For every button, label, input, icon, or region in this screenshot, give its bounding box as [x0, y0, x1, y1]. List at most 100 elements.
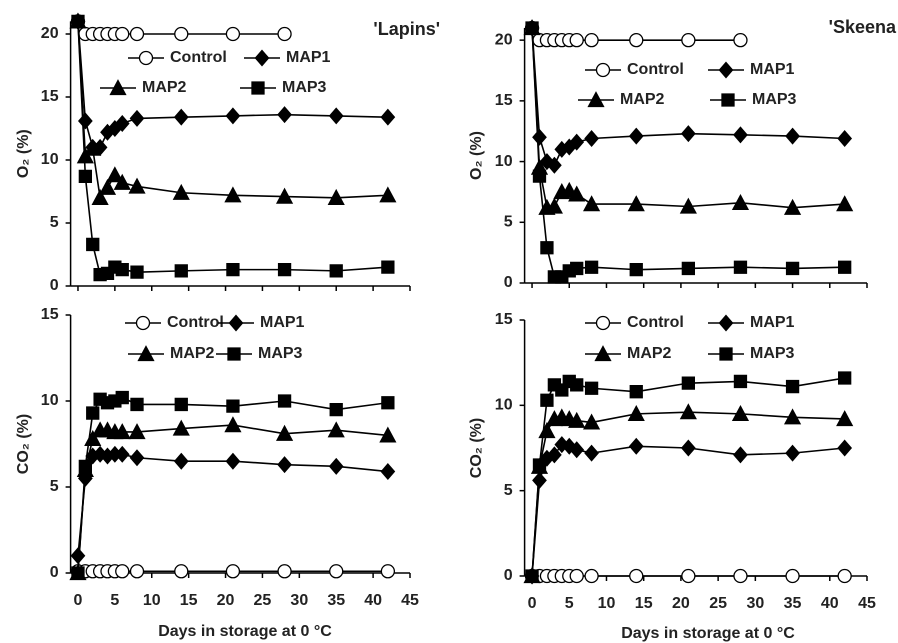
data-point [114, 114, 130, 132]
data-point [70, 547, 86, 565]
data-point [733, 260, 748, 274]
x-tick-label: 10 [143, 592, 161, 609]
legend-label: MAP3 [258, 345, 303, 362]
data-point [629, 568, 644, 584]
data-point [381, 396, 395, 410]
legend-label: Control [167, 314, 224, 331]
data-point [532, 169, 547, 183]
x-axis-label: Days in storage at 0 °C [158, 623, 332, 640]
legend-marker [109, 79, 127, 96]
data-point [783, 408, 802, 425]
data-point [224, 416, 242, 433]
legend-marker [137, 345, 155, 362]
data-point [681, 568, 696, 584]
data-point [837, 439, 853, 457]
data-point [628, 127, 644, 145]
data-point [584, 130, 599, 147]
data-point [275, 187, 294, 204]
data-point [569, 441, 585, 459]
y-tick-label: 15 [41, 88, 59, 105]
data-point [731, 193, 750, 211]
data-point [379, 426, 397, 443]
data-point [77, 112, 93, 130]
data-point [547, 156, 562, 174]
data-point [679, 403, 697, 420]
data-point [629, 385, 643, 399]
data-point [128, 423, 146, 440]
series-line [531, 27, 845, 209]
x-tick-label: 45 [858, 595, 876, 612]
data-point [584, 32, 599, 48]
y-axis-label: O₂ (%) [15, 129, 32, 178]
legend-label: MAP2 [142, 79, 187, 96]
data-point [328, 457, 344, 475]
legend-label: MAP2 [620, 91, 665, 108]
series-line [531, 411, 845, 577]
data-point [570, 378, 584, 392]
x-tick-label: 15 [635, 595, 653, 612]
data-point [71, 566, 85, 580]
y-tick-label: 5 [50, 214, 59, 231]
y-tick-label: 10 [495, 153, 513, 170]
x-tick-label: 0 [528, 595, 537, 612]
data-point [783, 198, 802, 215]
data-point [327, 188, 345, 205]
data-point [277, 26, 292, 42]
data-point [327, 421, 345, 438]
data-point [680, 125, 696, 143]
y-tick-label: 20 [41, 25, 59, 42]
y-tick-label: 0 [504, 567, 513, 584]
data-point [115, 564, 130, 579]
y-tick-label: 0 [50, 277, 59, 294]
data-point [277, 262, 292, 277]
y-tick-label: 15 [495, 92, 513, 109]
legend-marker [138, 50, 154, 66]
data-point [532, 458, 547, 472]
data-point [525, 21, 539, 35]
data-point [113, 423, 131, 440]
data-point [785, 127, 800, 145]
legend-label: MAP1 [750, 61, 795, 78]
series-line [531, 27, 845, 278]
data-point [173, 452, 189, 470]
data-point [569, 32, 584, 48]
x-tick-label: 5 [110, 592, 119, 609]
data-point [174, 264, 188, 278]
x-tick-label: 45 [401, 592, 419, 609]
x-tick-label: 20 [672, 595, 690, 612]
legend-marker [719, 347, 733, 361]
legend-marker [595, 62, 611, 78]
data-point [225, 107, 241, 125]
data-point [113, 173, 131, 190]
data-point [380, 108, 396, 126]
legend-label: MAP1 [750, 314, 795, 331]
data-point [129, 26, 145, 42]
data-point [547, 446, 562, 464]
legend-label: Control [627, 314, 684, 331]
data-point [174, 397, 188, 412]
data-point [629, 32, 644, 48]
x-axis-label: Days in storage at 0 °C [621, 625, 795, 642]
data-point [627, 404, 645, 422]
data-point [98, 178, 117, 195]
y-axis-label: CO₂ (%) [15, 414, 32, 474]
data-point [733, 32, 748, 48]
legend-marker [721, 93, 735, 107]
data-point [733, 374, 748, 389]
data-point [380, 463, 396, 481]
x-tick-label: 30 [290, 592, 308, 609]
data-point [733, 446, 748, 464]
data-point [836, 410, 854, 427]
data-point [172, 419, 190, 436]
data-point [733, 568, 748, 584]
data-point [584, 444, 599, 462]
data-point [71, 14, 85, 29]
data-point [84, 139, 102, 156]
data-point [532, 471, 547, 489]
data-point [532, 128, 547, 146]
x-tick-label: 0 [74, 592, 83, 609]
y-tick-label: 20 [495, 31, 513, 48]
legend-marker [587, 91, 605, 108]
legend-label: Control [627, 61, 684, 78]
data-point [785, 261, 800, 276]
